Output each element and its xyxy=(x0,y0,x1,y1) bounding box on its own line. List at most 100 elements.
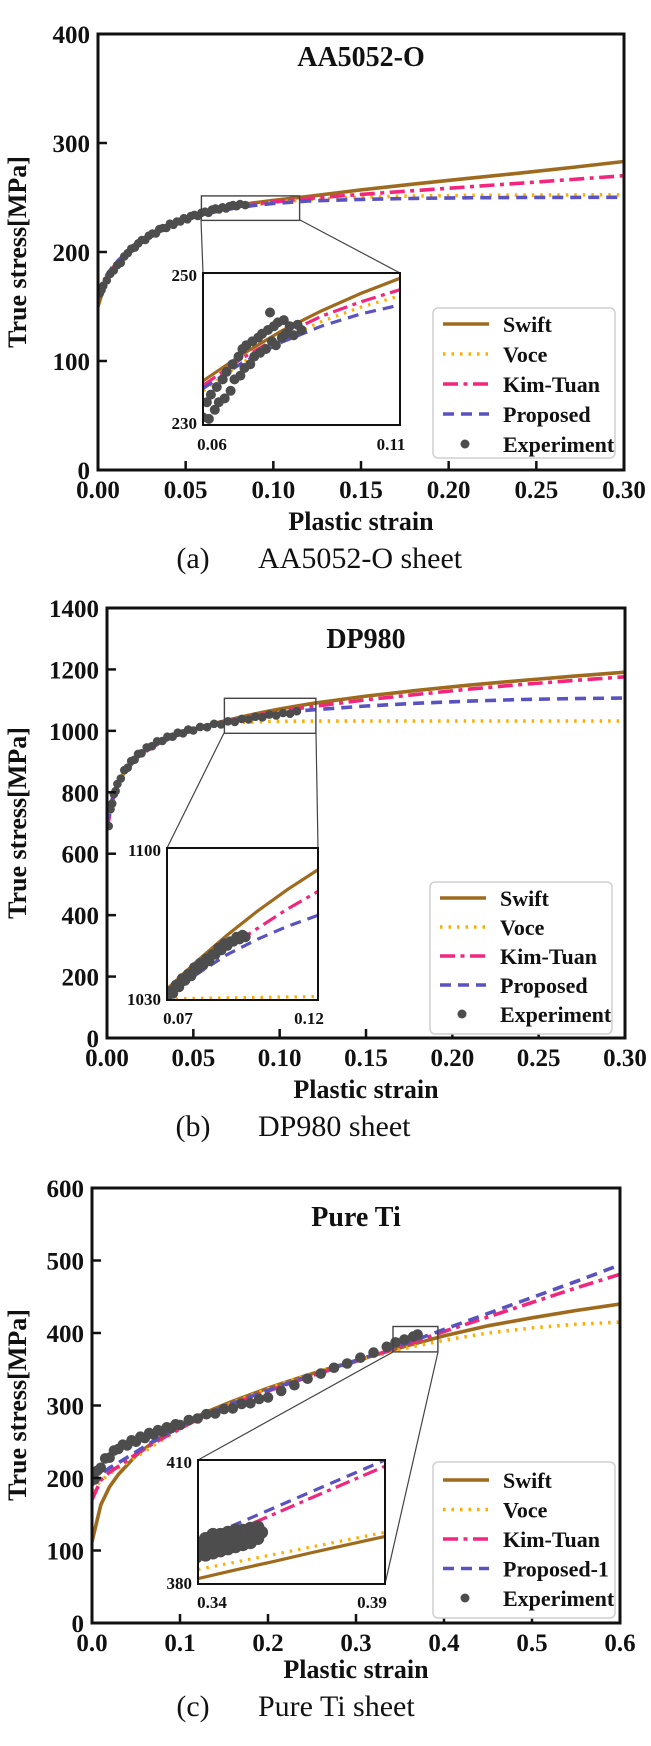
y-tick-label: 0 xyxy=(78,458,91,485)
x-tick-label: 0.1 xyxy=(164,1630,195,1657)
y-tick-label: 0 xyxy=(72,1611,85,1638)
chart-title: AA5052-O xyxy=(297,42,425,73)
panel-tag: (a) xyxy=(176,542,209,575)
x-tick-label: 0.3 xyxy=(340,1630,371,1657)
inset-experiment-point xyxy=(235,370,246,381)
inset-border xyxy=(197,1459,386,1585)
experiment-point xyxy=(399,1334,410,1345)
legend-item-experiment: Experiment xyxy=(457,1002,612,1027)
chart-title: Pure Ti xyxy=(311,1202,401,1233)
experiment-point xyxy=(223,717,233,726)
legend-label: Swift xyxy=(500,886,550,911)
inset-experiment-point xyxy=(288,330,299,341)
inset-experiment-point xyxy=(227,359,238,370)
inset-xmin-label: 0.06 xyxy=(197,435,227,454)
experiment-point xyxy=(271,711,281,720)
experiment-point xyxy=(368,1347,379,1358)
experiment-point xyxy=(209,1408,221,1419)
plot-series xyxy=(98,159,624,308)
legend-label: Swift xyxy=(503,312,553,337)
experiment-point xyxy=(275,1385,287,1397)
x-tick-label: 0.05 xyxy=(164,477,208,504)
experiment-point xyxy=(341,1358,353,1369)
y-tick-label: 100 xyxy=(53,349,91,376)
x-tick-label: 0.5 xyxy=(516,1630,547,1657)
inset-experiment-point xyxy=(240,931,251,943)
y-axis-label: True stress[MPa] xyxy=(3,727,32,919)
legend-marker-dot xyxy=(460,1593,470,1603)
experiment-point xyxy=(262,1392,274,1403)
legend-item-proposed: Proposed xyxy=(443,402,591,427)
y-tick-label: 400 xyxy=(53,22,91,49)
inset-xmax-label: 0.39 xyxy=(357,1593,387,1612)
x-tick-label: 0.30 xyxy=(602,477,646,504)
experiment-point xyxy=(192,1413,203,1424)
legend-item-voce: Voce xyxy=(440,915,545,940)
inset-experiment-point xyxy=(219,393,230,404)
x-tick-label: 0.20 xyxy=(430,1045,474,1072)
y-tick-label: 1000 xyxy=(49,719,99,746)
experiment-point xyxy=(381,1341,393,1353)
experiment-point xyxy=(315,1368,327,1379)
inset-experiment-point xyxy=(255,1525,269,1539)
inset-border xyxy=(202,272,401,426)
experiment-point xyxy=(102,276,112,285)
inset-experiment-point xyxy=(280,328,291,339)
zoom-connector-line xyxy=(315,732,319,849)
experiment-point xyxy=(302,1373,313,1384)
chart-title: DP980 xyxy=(326,624,405,655)
x-axis-label: Plastic strain xyxy=(288,507,434,536)
y-tick-label: 800 xyxy=(62,780,100,807)
y-tick-label: 600 xyxy=(62,842,100,869)
zoom-connector-line xyxy=(299,219,401,274)
legend-item-swift: Swift xyxy=(440,886,550,911)
y-axis-label: True stress[MPa] xyxy=(3,156,32,348)
y-tick-label: 400 xyxy=(62,903,100,930)
inset-background xyxy=(203,273,400,425)
inset-experiment-point xyxy=(205,389,216,400)
experiment-point xyxy=(216,720,226,729)
experiment-point xyxy=(328,1362,340,1374)
inset-xmax-label: 0.12 xyxy=(294,1009,324,1028)
experiment-point xyxy=(245,1398,256,1409)
inset-background xyxy=(198,1460,385,1584)
inset-ymin-label: 1030 xyxy=(127,990,161,1009)
legend-label: Kim-Tuan xyxy=(500,944,597,969)
experiment-point xyxy=(202,722,212,732)
experiment-point xyxy=(230,717,240,727)
inset-experiment-point xyxy=(270,340,281,351)
inset-experiment-point xyxy=(221,366,232,377)
inset-experiment-point xyxy=(209,404,220,415)
x-tick-label: 0.25 xyxy=(517,1045,561,1072)
inset-experiment-point xyxy=(203,413,214,424)
zoom-connector-line xyxy=(166,732,225,849)
legend-item-kim-tuan: Kim-Tuan xyxy=(440,944,597,969)
experiment-point xyxy=(251,712,260,721)
inset-experiment-point xyxy=(265,307,275,318)
chart-dp980: 0.00 0.05 0.10 0.15 0.20 0.25 0.30 0 200 400 600 80… xyxy=(3,596,647,1143)
legend-label: Kim-Tuan xyxy=(503,1527,600,1552)
y-tick-label: 0 xyxy=(87,1026,100,1053)
x-tick-label: 0.30 xyxy=(603,1045,647,1072)
experiment-point xyxy=(218,1403,230,1415)
experiment-point xyxy=(123,763,132,772)
inset-experiment-point xyxy=(261,344,271,354)
inset-xmax-label: 0.11 xyxy=(377,435,406,454)
inset-experiment-point xyxy=(217,374,228,385)
inset-proposed-1-curve xyxy=(198,1460,385,1543)
inset-ymin-label: 230 xyxy=(172,414,198,433)
experiment-point xyxy=(412,1329,423,1340)
legend-item-proposed: Proposed xyxy=(440,973,588,998)
y-tick-label: 400 xyxy=(47,1321,85,1348)
inset-experiment-point xyxy=(211,382,222,392)
panel-caption: Pure Ti sheet xyxy=(258,1690,415,1723)
zoom-connector-line xyxy=(200,219,204,274)
x-tick-label: 0.10 xyxy=(258,1045,302,1072)
x-tick-label: 0.20 xyxy=(427,477,471,504)
experiment-point xyxy=(116,774,126,783)
y-tick-label: 1400 xyxy=(49,596,99,623)
legend-label: Kim-Tuan xyxy=(503,372,600,397)
inset-experiment-point xyxy=(167,988,179,999)
